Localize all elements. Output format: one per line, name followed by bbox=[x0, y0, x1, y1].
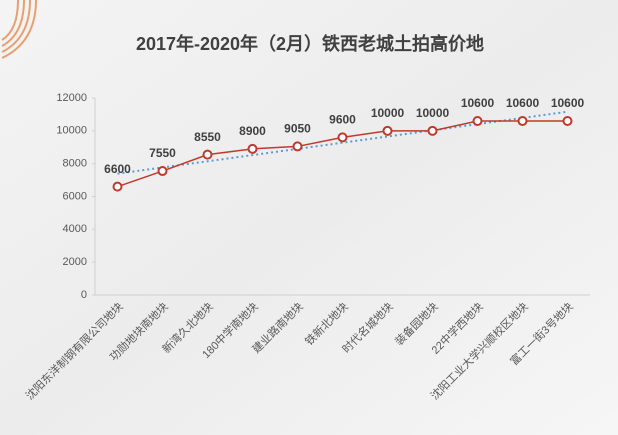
value-label: 10600 bbox=[461, 96, 495, 110]
chart-title: 2017年-2020年（2月）铁西老城土拍高价地 bbox=[136, 33, 484, 54]
data-point bbox=[157, 166, 168, 177]
data-point bbox=[517, 115, 528, 126]
data-point bbox=[562, 115, 573, 126]
y-tick-label: 6000 bbox=[63, 190, 87, 202]
value-label: 10600 bbox=[551, 96, 585, 110]
value-label: 8900 bbox=[239, 124, 266, 138]
value-label: 9050 bbox=[284, 122, 311, 136]
data-point bbox=[472, 115, 483, 126]
y-tick-label: 0 bbox=[81, 289, 87, 301]
value-label: 10600 bbox=[506, 96, 540, 110]
decoration bbox=[1, 0, 37, 59]
y-tick-label: 12000 bbox=[56, 92, 87, 104]
value-label: 10000 bbox=[371, 106, 405, 120]
data-point bbox=[382, 125, 393, 136]
data-point bbox=[337, 132, 348, 143]
data-point bbox=[247, 143, 258, 154]
data-point bbox=[112, 181, 123, 192]
value-label: 7550 bbox=[149, 146, 176, 160]
value-label: 10000 bbox=[416, 106, 450, 120]
data-point bbox=[292, 141, 303, 152]
y-tick-label: 10000 bbox=[56, 125, 87, 137]
data-point bbox=[427, 125, 438, 136]
value-label: 8550 bbox=[194, 130, 221, 144]
trendline bbox=[117, 110, 568, 175]
value-label: 9600 bbox=[329, 113, 356, 127]
y-tick-label: 8000 bbox=[63, 158, 87, 170]
y-tick-label: 4000 bbox=[63, 223, 87, 235]
data-point bbox=[202, 149, 213, 160]
value-label: 6600 bbox=[104, 162, 131, 176]
y-tick-label: 2000 bbox=[63, 256, 87, 268]
